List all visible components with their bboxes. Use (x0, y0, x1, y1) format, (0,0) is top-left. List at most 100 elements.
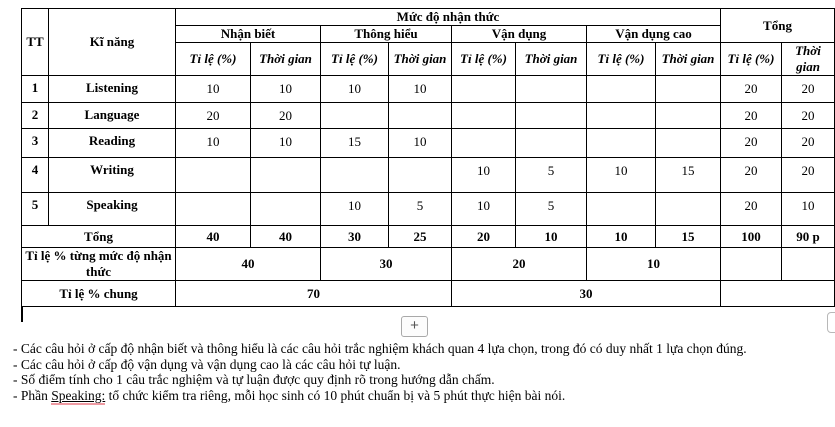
insert-plus-button[interactable]: + (401, 316, 428, 337)
value-cell (451, 75, 516, 103)
speaking-underlined-text: Speaking: (51, 387, 106, 405)
sub-header-ratio: Tỉ lệ (%) (720, 42, 782, 76)
note-suffix: tổ chức kiểm tra riêng, mỗi học sinh có … (105, 387, 566, 403)
value-cell (320, 157, 389, 193)
note-line: - Các câu hỏi ở cấp độ vận dụng và vận d… (13, 356, 401, 372)
overall-ratio-cell: 30 (451, 280, 721, 307)
table-row-listening: 1 Listening 10 10 10 10 20 20 (21, 75, 835, 103)
value-cell: 20 (781, 128, 835, 158)
skill-name: Reading (48, 128, 176, 158)
row-number: 5 (21, 192, 49, 226)
table-row-language: 2 Language 20 20 20 20 (21, 102, 835, 129)
value-cell: 15 (655, 157, 721, 193)
sub-header-ratio: Tỉ lệ (%) (451, 42, 516, 76)
value-cell: 20 (781, 157, 835, 193)
sub-header-time: Thời gian (781, 42, 835, 76)
value-cell (451, 128, 516, 158)
value-cell: 10 (586, 157, 656, 193)
value-cell: 10 (388, 75, 452, 103)
value-cell (655, 75, 721, 103)
value-cell (586, 102, 656, 129)
col-header-tt: TT (21, 8, 49, 76)
value-cell (175, 157, 251, 193)
total-cell: 100 (720, 225, 782, 248)
table-row-overall-ratio: Tỉ lệ % chung 70 30 (21, 280, 835, 307)
total-cell: 25 (388, 225, 452, 248)
side-control-partial[interactable] (827, 312, 835, 333)
value-cell: 10 (781, 192, 835, 226)
value-cell: 20 (720, 102, 782, 129)
test-spec-table: TT Kĩ năng Mức độ nhận thức Tổng Nhận bi… (21, 8, 835, 307)
skill-name: Speaking (48, 192, 176, 226)
level-ratio-label: Tỉ lệ % từng mức độ nhận thức (21, 247, 176, 281)
value-cell: 10 (250, 128, 321, 158)
overall-ratio-cell: 70 (175, 280, 452, 307)
value-cell: 20 (781, 75, 835, 103)
total-cell: 10 (515, 225, 587, 248)
note-line: - Phần Speaking: tổ chức kiểm tra riêng,… (13, 387, 831, 405)
value-cell (586, 128, 656, 158)
table-row-reading: 3 Reading 10 10 15 10 20 20 (21, 128, 835, 158)
value-cell: 20 (720, 192, 782, 226)
table-row-total: Tổng 40 40 30 25 20 10 10 15 100 90 p (21, 225, 835, 248)
value-cell (655, 192, 721, 226)
value-cell: 20 (250, 102, 321, 129)
value-cell: 15 (320, 128, 389, 158)
value-cell: 10 (175, 128, 251, 158)
value-cell (586, 75, 656, 103)
col-header-level-van-dung-cao: Vận dụng cao (586, 25, 721, 43)
level-ratio-cell: 30 (320, 247, 452, 281)
level-ratio-cell: 40 (175, 247, 321, 281)
value-cell: 10 (175, 75, 251, 103)
table-row-writing: 4 Writing 10 5 10 15 20 20 (21, 157, 835, 193)
sub-header-ratio: Tỉ lệ (%) (320, 42, 389, 76)
value-cell (586, 192, 656, 226)
sub-header-time: Thời gian (655, 42, 721, 76)
value-cell: 10 (451, 157, 516, 193)
sub-header-time: Thời gian (515, 42, 587, 76)
empty-cell (781, 247, 835, 281)
value-cell: 5 (388, 192, 452, 226)
value-cell: 20 (781, 102, 835, 129)
header-row-group: TT Kĩ năng Mức độ nhận thức Tổng (21, 8, 835, 76)
note-line: - Các câu hỏi ở cấp độ nhận biết và thôn… (13, 341, 747, 356)
value-cell (175, 192, 251, 226)
row-number: 2 (21, 102, 49, 129)
sub-header-time: Thời gian (388, 42, 452, 76)
total-cell: 20 (451, 225, 516, 248)
col-header-skill: Kĩ năng (48, 8, 176, 76)
value-cell (515, 102, 587, 129)
value-cell (250, 157, 321, 193)
value-cell: 10 (451, 192, 516, 226)
note-prefix: - Phần (13, 387, 52, 403)
value-cell (515, 75, 587, 103)
col-header-level-group: Mức độ nhận thức (175, 8, 721, 26)
value-cell: 10 (320, 75, 389, 103)
empty-cell (720, 247, 782, 281)
col-header-level-van-dung: Vận dụng (451, 25, 587, 43)
value-cell (388, 157, 452, 193)
value-cell: 10 (320, 192, 389, 226)
header-row-sub: Tỉ lệ (%) Thời gian Tỉ lệ (%) Thời gian … (22, 42, 835, 76)
skill-name: Listening (48, 75, 176, 103)
total-cell: 10 (586, 225, 656, 248)
skill-name: Language (48, 102, 176, 129)
value-cell: 20 (175, 102, 251, 129)
sub-header-ratio: Tỉ lệ (%) (175, 42, 251, 76)
row-number: 1 (21, 75, 49, 103)
total-cell: 40 (175, 225, 251, 248)
level-ratio-cell: 10 (586, 247, 721, 281)
total-row-label: Tổng (21, 225, 176, 248)
row-number: 3 (21, 128, 49, 158)
value-cell (320, 102, 389, 129)
value-cell: 20 (720, 75, 782, 103)
value-cell (250, 192, 321, 226)
level-ratio-cell: 20 (451, 247, 587, 281)
table-row-level-ratio: Tỉ lệ % từng mức độ nhận thức 40 30 20 1… (21, 247, 835, 281)
value-cell: 5 (515, 192, 587, 226)
value-cell (388, 102, 452, 129)
value-cell: 5 (515, 157, 587, 193)
note-line: - Số điểm tính cho 1 câu trắc nghiệm và … (13, 372, 495, 388)
col-header-level-thong-hieu: Thông hiểu (320, 25, 452, 43)
